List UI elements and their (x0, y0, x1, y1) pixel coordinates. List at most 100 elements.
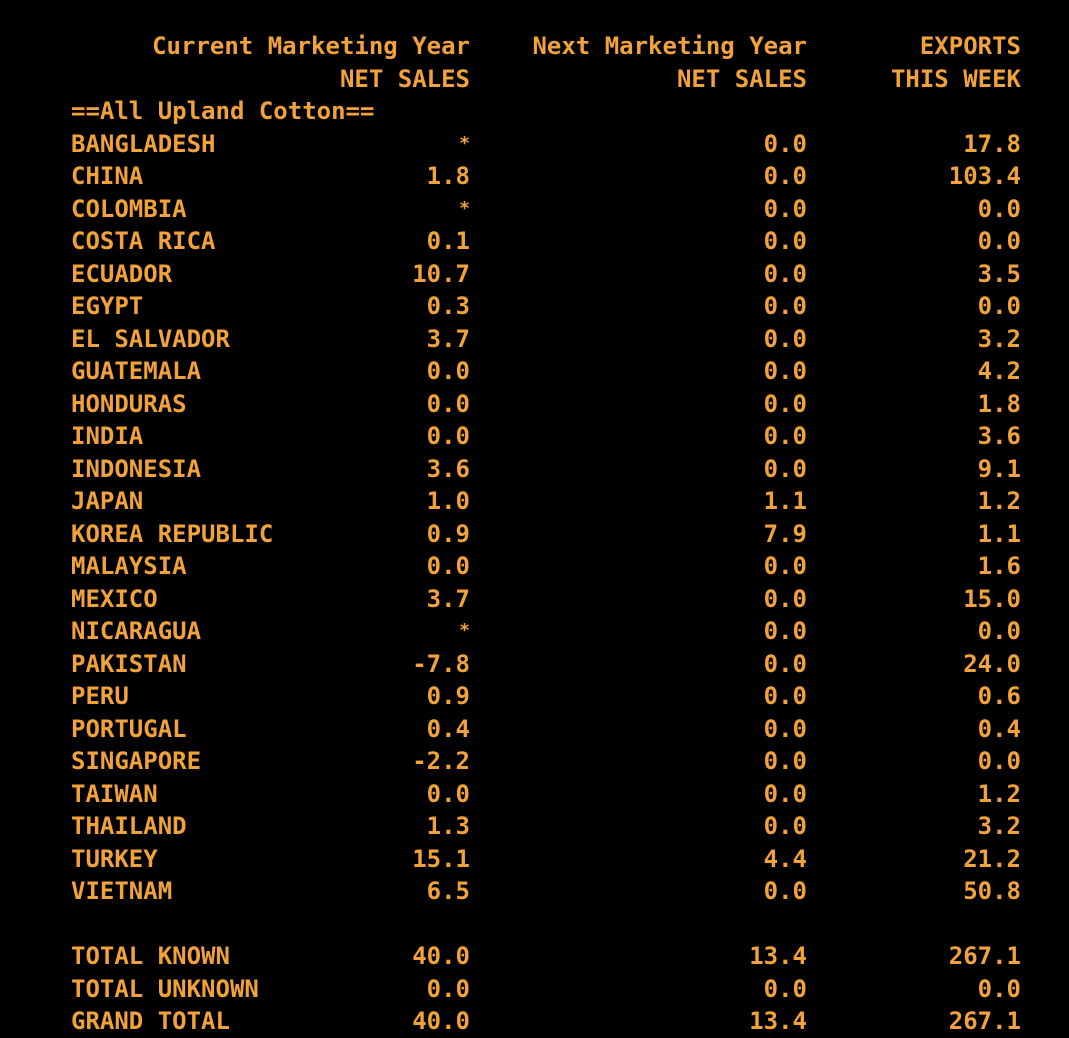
exports-value: 0.0 (977, 747, 1021, 775)
country-rows: BANGLADESH * 0.0 17.8 CHINA 1.8 0.0 103.4 COLOMB… (0, 128, 1069, 908)
country-name: PORTUGAL (71, 714, 187, 743)
current-net-sales-value: 1.0 (426, 487, 470, 515)
header-current-year: Current Marketing Year (152, 32, 470, 60)
exports-value: 1.1 (977, 519, 1021, 548)
table-row: HONDURAS 0.0 0.0 1.8 (0, 388, 1069, 421)
next-net-sales-value: 4.4 (763, 844, 807, 873)
exports-value: 3.5 (977, 259, 1021, 288)
current-net-sales-value: 3.6 (426, 454, 470, 483)
country-name: GUATEMALA (71, 357, 202, 385)
table-row: SINGAPORE -2.2 0.0 0.0 (0, 745, 1069, 778)
country-name: EGYPT (71, 292, 144, 320)
current-net-sales-value: -7.8 (412, 649, 470, 678)
country-name: SINGAPORE (71, 747, 202, 775)
country-name: CHINA (71, 162, 144, 190)
next-net-sales-value: 0.0 (763, 714, 807, 743)
current-net-sales-value: 10.7 (412, 259, 470, 288)
exports-value: 1.2 (977, 487, 1021, 515)
country-name: JAPAN (71, 487, 144, 515)
header-current-net-sales: NET SALES (339, 64, 470, 93)
exports-value: 0.4 (977, 714, 1021, 743)
current-net-sales-value: 0.0 (426, 974, 470, 1003)
current-net-sales-value: 15.1 (412, 844, 470, 873)
country-name: KOREA REPUBLIC (71, 519, 274, 548)
country-name: HONDURAS (71, 389, 187, 418)
table-row: PERU 0.9 0.0 0.6 (0, 680, 1069, 713)
exports-value: 267.1 (948, 942, 1021, 970)
exports-value: 267.1 (948, 1007, 1021, 1035)
current-net-sales-value: -2.2 (412, 747, 470, 775)
next-net-sales-value: 0.0 (763, 552, 807, 580)
current-net-sales-value: 0.0 (426, 552, 470, 580)
table-row: COLOMBIA * 0.0 0.0 (0, 193, 1069, 226)
exports-value: 15.0 (963, 584, 1021, 613)
total-label: TOTAL KNOWN (71, 942, 230, 970)
next-net-sales-value: 0.0 (763, 194, 807, 223)
exports-value: 3.6 (977, 422, 1021, 450)
next-net-sales-value: 0.0 (763, 324, 807, 353)
exports-value: 1.6 (977, 552, 1021, 580)
current-net-sales-value: 0.9 (426, 682, 470, 710)
current-net-sales-value: 0.0 (426, 357, 470, 385)
total-label: GRAND TOTAL (71, 1007, 230, 1035)
total-row: TOTAL UNKNOWN 0.0 0.0 0.0 (0, 973, 1069, 1006)
next-net-sales-value: 0.0 (763, 974, 807, 1003)
total-rows: TOTAL KNOWN 40.0 13.4 267.1 TOTAL UNKNOWN 0.0… (0, 940, 1069, 1038)
exports-value: 1.2 (977, 779, 1021, 808)
country-name: COLOMBIA (71, 194, 187, 223)
table-row: EL SALVADOR 3.7 0.0 3.2 (0, 323, 1069, 356)
country-name: PERU (71, 682, 129, 710)
next-net-sales-value: 7.9 (763, 519, 807, 548)
table-row: ECUADOR 10.7 0.0 3.5 (0, 258, 1069, 291)
next-net-sales-value: 0.0 (763, 779, 807, 808)
country-name: MALAYSIA (71, 552, 187, 580)
table-row: KOREA REPUBLIC 0.9 7.9 1.1 (0, 518, 1069, 551)
exports-value: 9.1 (977, 454, 1021, 483)
current-net-sales-value: 40.0 (412, 942, 470, 970)
exports-value: 0.0 (977, 227, 1021, 255)
country-name: NICARAGUA (71, 617, 202, 645)
exports-value: 0.0 (977, 194, 1021, 223)
current-net-sales-value: 1.8 (426, 162, 470, 190)
next-net-sales-value: 0.0 (763, 292, 807, 320)
header-exports: EXPORTS (919, 32, 1021, 60)
table-row: INDONESIA 3.6 0.0 9.1 (0, 453, 1069, 486)
header-row-1: Current Marketing Year Next Marketing Ye… (0, 30, 1069, 63)
table-row: JAPAN 1.0 1.1 1.2 (0, 485, 1069, 518)
country-name: TURKEY (71, 844, 158, 873)
exports-value: 0.0 (977, 617, 1021, 645)
next-net-sales-value: 0.0 (763, 162, 807, 190)
next-net-sales-value: 0.0 (763, 747, 807, 775)
spacer (0, 908, 1069, 941)
current-net-sales-value: * (459, 197, 470, 219)
table-row: PAKISTAN -7.8 0.0 24.0 (0, 648, 1069, 681)
table-row: GUATEMALA 0.0 0.0 4.2 (0, 355, 1069, 388)
current-net-sales-value: 0.0 (426, 422, 470, 450)
current-net-sales-value: 0.9 (426, 519, 470, 548)
exports-value: 21.2 (963, 844, 1021, 873)
table-row: TURKEY 15.1 4.4 21.2 (0, 843, 1069, 876)
table-row: VIETNAM 6.5 0.0 50.8 (0, 875, 1069, 908)
table-row: BANGLADESH * 0.0 17.8 (0, 128, 1069, 161)
exports-value: 3.2 (977, 324, 1021, 353)
next-net-sales-value: 0.0 (763, 812, 807, 840)
current-net-sales-value: 1.3 (426, 812, 470, 840)
current-net-sales-value: 0.4 (426, 714, 470, 743)
next-net-sales-value: 1.1 (763, 487, 807, 515)
total-label: TOTAL UNKNOWN (71, 974, 259, 1003)
current-net-sales-value: 3.7 (426, 584, 470, 613)
current-net-sales-value: 0.0 (426, 779, 470, 808)
country-name: ECUADOR (71, 259, 173, 288)
section-row: ==All Upland Cotton== (0, 95, 1069, 128)
table-row: MALAYSIA 0.0 0.0 1.6 (0, 550, 1069, 583)
table-row: MEXICO 3.7 0.0 15.0 (0, 583, 1069, 616)
current-net-sales-value: 6.5 (426, 877, 470, 905)
country-name: THAILAND (71, 812, 187, 840)
terminal-report: Current Marketing Year Next Marketing Ye… (0, 30, 1069, 1038)
header-next-year: Next Marketing Year (532, 32, 807, 60)
header-this-week: THIS WEEK (890, 64, 1021, 93)
current-net-sales-value: 0.3 (426, 292, 470, 320)
next-net-sales-value: 13.4 (749, 942, 807, 970)
exports-value: 1.8 (977, 389, 1021, 418)
next-net-sales-value: 0.0 (763, 357, 807, 385)
